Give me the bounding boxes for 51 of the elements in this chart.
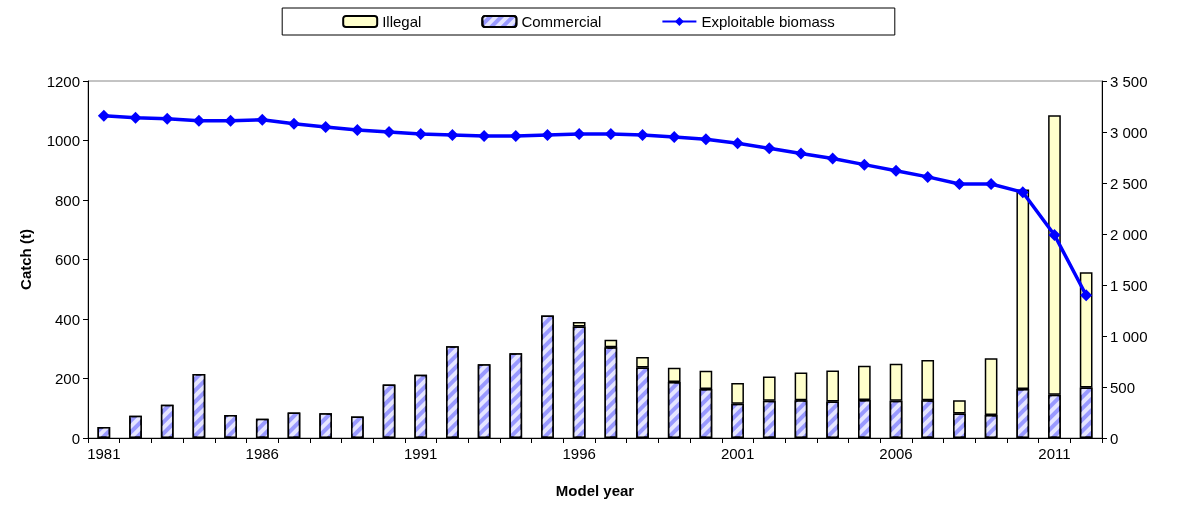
y-tick-label: 800 <box>54 191 80 209</box>
y-tick-label: 1200 <box>46 72 80 90</box>
y-axis-title: Catch (t) <box>17 229 34 290</box>
x-tick-label: 1981 <box>87 445 121 462</box>
point <box>826 152 839 165</box>
y2-tick-label: 2 000 <box>1110 225 1148 243</box>
legend-label: Exploitable biomass <box>701 13 835 30</box>
point <box>351 123 364 136</box>
x-tick-label: 1991 <box>404 445 438 462</box>
y2-tick-label: 0 <box>1110 429 1119 447</box>
point <box>794 147 807 160</box>
point <box>699 133 712 146</box>
point <box>858 158 871 171</box>
legend-label: Commercial <box>521 13 602 30</box>
point <box>161 112 174 125</box>
x-tick-label: 2001 <box>720 445 755 462</box>
point <box>1048 229 1061 242</box>
y-tick-label: 400 <box>54 310 80 328</box>
y-tick-label: 1000 <box>46 132 80 149</box>
point <box>921 170 934 183</box>
point <box>1080 289 1093 302</box>
y2-tick-label: 3 000 <box>1110 123 1148 141</box>
point <box>953 178 966 191</box>
point <box>985 178 998 191</box>
point <box>129 111 142 124</box>
point <box>256 113 269 126</box>
point <box>446 129 459 142</box>
point <box>97 109 110 122</box>
x-tick-label: 1986 <box>245 445 279 462</box>
y2-tick-label: 2 500 <box>1110 174 1148 192</box>
point <box>541 129 554 142</box>
y2-tick-label: 1 500 <box>1110 276 1148 294</box>
y-tick-label: 200 <box>54 370 80 387</box>
legend-label: Illegal <box>382 13 422 30</box>
x-tick-label: 2006 <box>879 445 913 462</box>
y2-tick-label: 500 <box>1110 378 1136 396</box>
y2-tick-label: 3 500 <box>1110 72 1148 90</box>
point <box>763 142 776 155</box>
point <box>636 129 649 142</box>
point <box>890 164 903 177</box>
y-tick-label: 600 <box>54 251 80 268</box>
x-tick-label: 2011 <box>1038 445 1071 462</box>
x-tick-label: 1996 <box>562 445 596 462</box>
y2-tick-label: 1 000 <box>1110 327 1148 345</box>
point <box>414 128 427 141</box>
point <box>287 117 300 130</box>
y-tick-label: 0 <box>71 429 80 447</box>
point <box>319 120 332 133</box>
x-axis-title: Model year <box>555 482 635 499</box>
point <box>731 137 744 150</box>
point <box>1016 186 1029 199</box>
